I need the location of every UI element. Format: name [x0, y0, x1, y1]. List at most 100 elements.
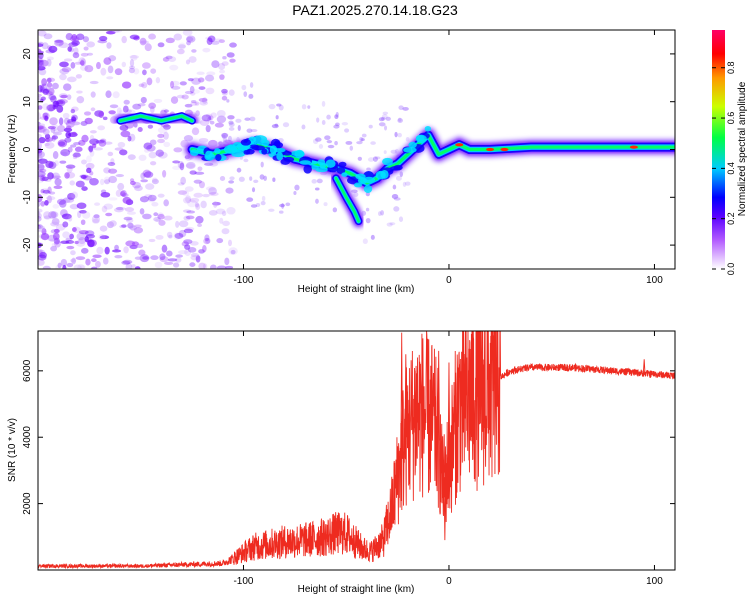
noise-speck [80, 219, 86, 226]
noise-speck [51, 242, 57, 247]
snr-ytick-label: 6000 [22, 359, 33, 382]
noise-speck [106, 42, 112, 49]
noise-speck [53, 185, 63, 189]
noise-speck [186, 40, 191, 46]
noise-speck [191, 77, 201, 85]
noise-speck [272, 177, 276, 182]
noise-speck [121, 61, 127, 68]
noise-speck [378, 117, 385, 122]
noise-speck [344, 128, 350, 133]
noise-speck [140, 179, 148, 183]
noise-speck [43, 211, 52, 219]
noise-speck [123, 99, 130, 105]
noise-speck [162, 57, 170, 62]
noise-speck [92, 218, 100, 224]
noise-speck [318, 144, 324, 149]
noise-speck [222, 220, 230, 227]
noise-speck [157, 138, 165, 144]
noise-speck [221, 134, 226, 139]
noise-speck [211, 60, 220, 69]
noise-speck [38, 215, 42, 222]
noise-speck [385, 116, 391, 121]
noise-speck [194, 202, 200, 208]
noise-speck [121, 224, 127, 228]
noise-speck [66, 262, 74, 268]
noise-speck [38, 105, 43, 110]
noise-speck [315, 137, 322, 142]
noise-speck [184, 248, 192, 257]
noise-speck [128, 67, 136, 74]
noise-speck [293, 190, 297, 196]
noise-speck [185, 161, 196, 170]
noise-speck [321, 100, 326, 107]
noise-speck [281, 203, 285, 209]
noise-speck [332, 207, 338, 213]
ridge-blob [269, 145, 278, 155]
noise-speck [68, 42, 79, 47]
noise-speck [74, 240, 79, 245]
noise-speck [189, 170, 197, 175]
snr-panel: -100 0 100 2000 4000 6000 Height of straight … [7, 330, 676, 595]
noise-speck [84, 236, 89, 243]
noise-speck [142, 169, 152, 178]
ridge-blob [303, 164, 312, 174]
noise-speck [94, 202, 101, 206]
noise-speck [214, 38, 223, 42]
noise-speck [216, 237, 224, 244]
noise-speck [65, 240, 75, 244]
noise-speck [207, 116, 212, 123]
noise-speck [163, 131, 169, 140]
noise-speck [49, 191, 56, 195]
spectrogram-ytick-label: 20 [22, 48, 33, 60]
noise-speck [164, 261, 174, 266]
noise-speck [361, 133, 367, 138]
noise-speck [85, 258, 91, 266]
noise-speck [45, 49, 56, 54]
noise-speck [38, 136, 46, 144]
noise-speck [163, 215, 173, 221]
noise-speck [142, 62, 151, 69]
noise-speck [38, 248, 43, 255]
noise-speck [38, 174, 46, 182]
noise-speck [50, 95, 57, 103]
noise-speck [40, 187, 50, 196]
noise-speck [307, 105, 311, 109]
noise-speck [80, 60, 85, 66]
noise-speck [228, 127, 235, 131]
noise-speck [167, 258, 178, 262]
noise-speck [172, 160, 181, 164]
noise-speck [155, 234, 164, 240]
noise-speck [56, 104, 64, 113]
ridge-blob [363, 185, 373, 193]
noise-speck [229, 58, 236, 63]
noise-speck [197, 166, 203, 172]
noise-speck [44, 141, 55, 149]
noise-speck [182, 197, 192, 204]
noise-speck [108, 197, 118, 201]
noise-speck [194, 171, 205, 175]
noise-speck [205, 87, 215, 95]
noise-speck [91, 143, 97, 149]
noise-speck [326, 140, 333, 144]
noise-speck [98, 139, 107, 147]
noise-speck [38, 158, 48, 164]
noise-speck [150, 161, 157, 166]
noise-speck [80, 174, 87, 180]
noise-speck [49, 117, 58, 126]
noise-speck [86, 155, 92, 163]
spectrogram-ytick-label: -10 [22, 190, 33, 205]
noise-speck [173, 232, 181, 240]
noise-speck [81, 134, 89, 143]
noise-speck [177, 182, 185, 186]
noise-speck [106, 221, 114, 229]
noise-speck [178, 229, 187, 238]
noise-speck [157, 133, 165, 139]
noise-speck [83, 46, 89, 51]
noise-speck [148, 102, 157, 109]
noise-speck [248, 93, 254, 99]
noise-speck [41, 83, 48, 90]
noise-speck [168, 234, 173, 239]
noise-speck [345, 140, 353, 145]
noise-speck [99, 235, 110, 240]
noise-speck [208, 187, 217, 195]
